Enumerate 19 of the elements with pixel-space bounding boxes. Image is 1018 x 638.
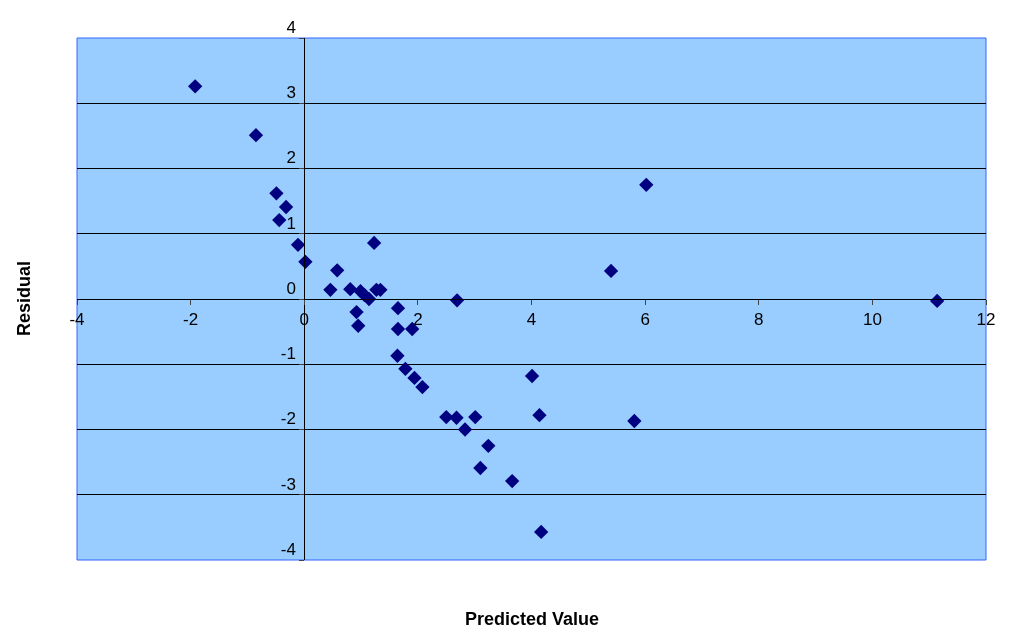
y-tick-label: 3 [286, 83, 296, 103]
x-tick-label: -2 [183, 310, 199, 330]
y-tick-label: -4 [280, 539, 296, 559]
x-axis-title: Predicted Value [465, 609, 600, 629]
x-tick-label: 12 [976, 310, 996, 330]
x-tick-label: -4 [69, 310, 85, 330]
y-axis-title: Residual [14, 261, 35, 337]
x-tick-label: 8 [754, 310, 764, 330]
y-tick-label: -3 [280, 474, 296, 494]
y-tick-label: 2 [286, 148, 296, 168]
x-tick-label: 6 [640, 310, 650, 330]
y-tick-label: 0 [286, 278, 296, 298]
x-tick-label: 4 [526, 310, 537, 330]
x-tick-label: 2 [413, 310, 423, 330]
y-tick-label: -1 [280, 344, 296, 364]
y-tick-label: 1 [286, 213, 296, 233]
x-tick-label: 10 [862, 310, 882, 330]
y-tick-label: -2 [280, 409, 296, 429]
y-tick-label: 4 [286, 17, 296, 37]
